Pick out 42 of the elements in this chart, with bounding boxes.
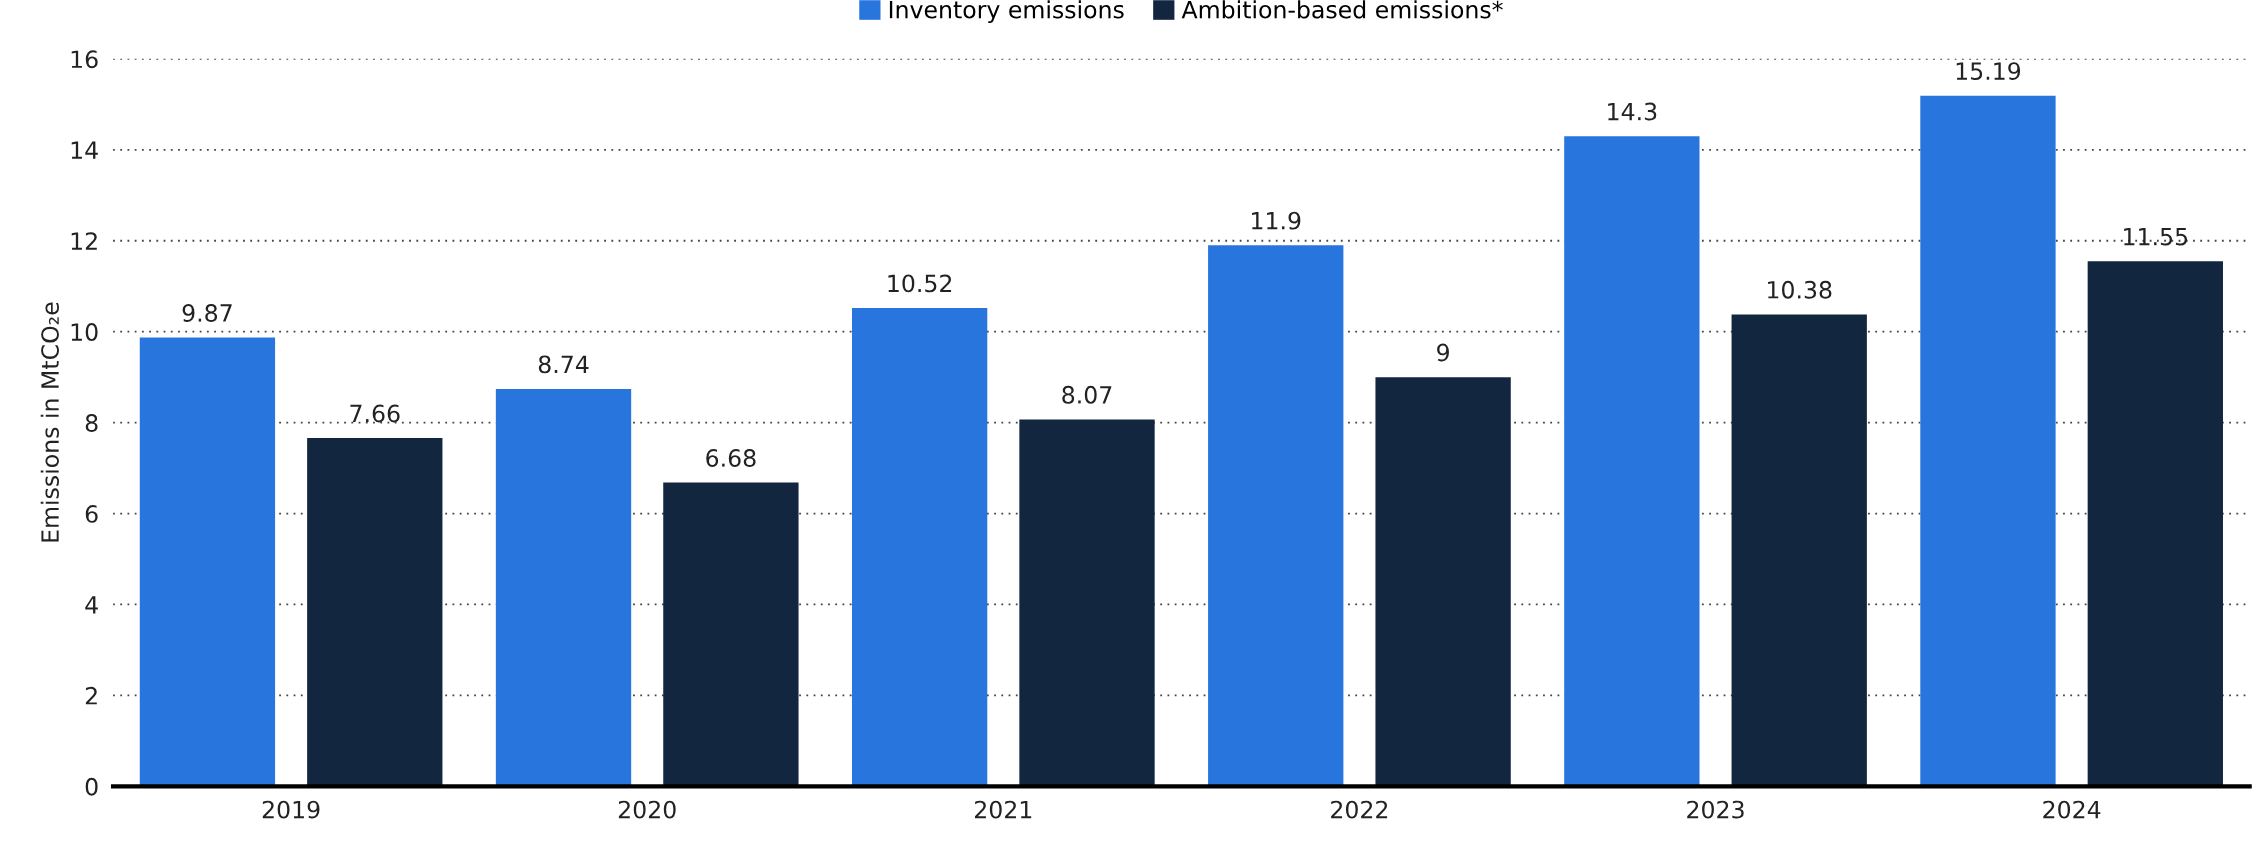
y-tick-label: 8	[85, 414, 98, 432]
bar	[2087, 261, 2223, 787]
data-label: 8.74	[538, 355, 589, 374]
bar	[139, 337, 276, 787]
data-label: 6.68	[706, 449, 756, 467]
y-tick-label: 4	[85, 596, 98, 614]
data-label: 11.9	[1252, 211, 1301, 230]
data-label: 11.55	[2124, 227, 2188, 246]
bar	[663, 482, 799, 787]
y-tick-label: 14	[71, 141, 98, 159]
x-tick-label: 2023	[1687, 800, 1744, 819]
data-label: 10.38	[1768, 280, 1832, 299]
data-label: 14.3	[1608, 102, 1657, 121]
x-tick-label: 2020	[618, 800, 676, 819]
data-label: 9	[1437, 343, 1449, 362]
x-tick-label: 2022	[1331, 800, 1388, 819]
bar	[1920, 95, 2056, 787]
bar	[1564, 136, 1700, 787]
data-label: 10.52	[888, 274, 952, 293]
data-label: 7.66	[350, 404, 400, 423]
y-tick-label: 10	[71, 323, 98, 341]
bar	[307, 438, 443, 787]
y-axis-title: Emissions in MtCO₂e	[40, 302, 59, 542]
bar	[1208, 245, 1344, 787]
y-tick-label: 16	[71, 50, 98, 69]
bar	[1731, 314, 1867, 787]
y-tick-label: 12	[71, 232, 97, 250]
data-label: 9.87	[182, 304, 232, 322]
data-label: 8.07	[1062, 385, 1112, 404]
bar	[1019, 419, 1155, 787]
data-label: 15.19	[1956, 62, 2021, 81]
y-tick-label: 6	[85, 504, 98, 523]
legend-label: Inventory emissions	[889, 0, 1124, 24]
y-tick-label: 0	[85, 777, 98, 796]
x-tick-label: 2019	[262, 800, 320, 819]
bar	[495, 388, 632, 787]
x-tick-label: 2021	[975, 800, 1032, 819]
bar	[1375, 377, 1511, 787]
legend-label: Ambition-based emissions*	[1181, 0, 1503, 19]
bar	[851, 308, 988, 787]
y-tick-label: 2	[85, 686, 97, 705]
x-tick-label: 2024	[2043, 800, 2101, 819]
